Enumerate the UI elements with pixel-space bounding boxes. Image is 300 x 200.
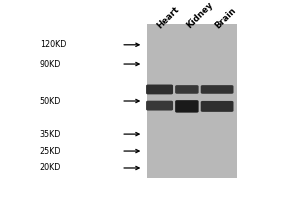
FancyBboxPatch shape — [201, 85, 233, 94]
Text: 35KD: 35KD — [40, 130, 61, 139]
Text: 120KD: 120KD — [40, 40, 66, 49]
FancyBboxPatch shape — [175, 100, 199, 113]
Text: 25KD: 25KD — [40, 147, 61, 156]
Bar — [147, 24, 238, 178]
FancyBboxPatch shape — [201, 101, 233, 112]
Bar — [148, 97, 171, 98]
Text: Kidney: Kidney — [185, 0, 215, 30]
Bar — [202, 97, 232, 98]
Text: 50KD: 50KD — [40, 97, 61, 106]
Text: Brain: Brain — [213, 6, 238, 30]
FancyBboxPatch shape — [146, 85, 173, 94]
Bar — [177, 97, 197, 98]
Text: 90KD: 90KD — [40, 60, 61, 69]
FancyBboxPatch shape — [146, 101, 173, 111]
Text: 20KD: 20KD — [40, 163, 61, 172]
Text: Heart: Heart — [155, 4, 181, 30]
FancyBboxPatch shape — [175, 85, 199, 94]
